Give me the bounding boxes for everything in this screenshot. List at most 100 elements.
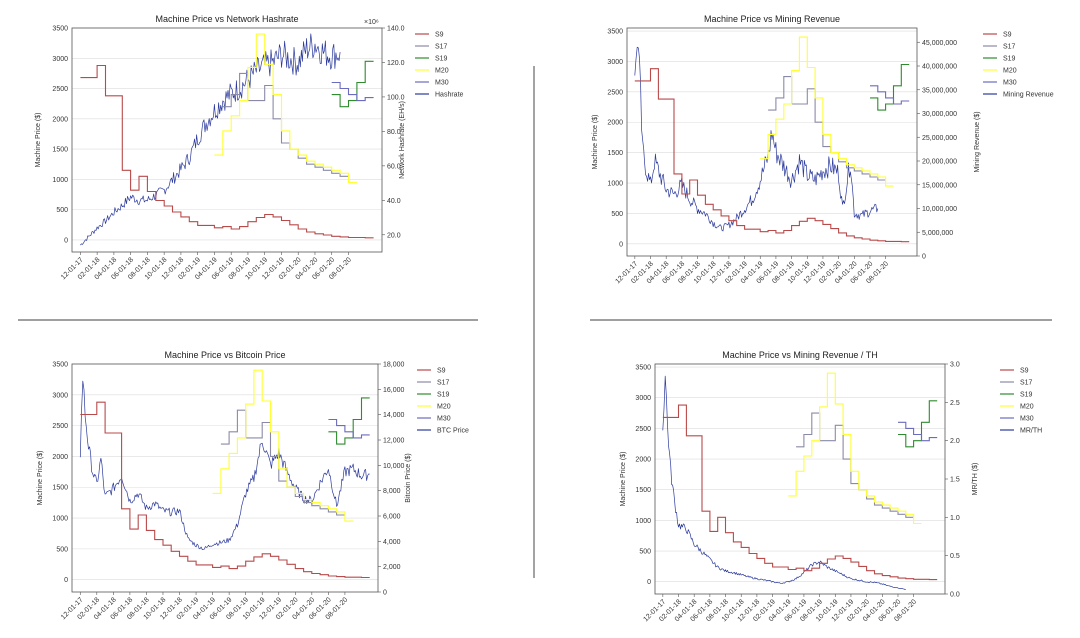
y2-tick-label: 0.5	[950, 553, 960, 560]
y2-tick-label: 60.0	[387, 163, 401, 170]
series-line-m20	[760, 36, 894, 187]
y2-tick-label: 30,000,000	[922, 111, 957, 118]
y-tick-label: 500	[56, 207, 68, 214]
x-ticks: 12-01-1702-01-1804-01-1806-01-1808-01-18…	[614, 256, 890, 285]
y-tick-label: 3500	[607, 29, 623, 36]
y2-tick-label: 4,000	[383, 539, 401, 546]
secondary-series	[634, 46, 879, 232]
y-tick-label: 2000	[635, 457, 651, 464]
legend-label: S9	[1003, 32, 1012, 39]
y-tick-label: 1000	[635, 518, 651, 525]
y2-tick-label: 14,000	[383, 412, 405, 419]
y-tick-label: 1500	[607, 150, 623, 157]
grid	[627, 30, 917, 245]
y-tick-label: 2500	[52, 423, 68, 430]
y-tick-label: 2000	[52, 116, 68, 123]
y2-tick-label: 16,000	[383, 387, 405, 394]
y2-ticks: 0.0 0.5 1.0 1.5 2.0 2.5 3.0	[945, 362, 960, 599]
y2-tick-label: 40,000,000	[922, 64, 957, 71]
y2-tick-label: 80.0	[387, 129, 401, 136]
legend: S9 S17 S19 M20 M30 Mining Revenue	[983, 32, 1054, 99]
grid	[655, 366, 945, 583]
legend-label: M20	[437, 404, 451, 411]
legend-label: M30	[435, 80, 449, 87]
y-tick-label: 0	[647, 579, 651, 586]
y2-tick-label: 3.0	[950, 362, 960, 369]
y-tick-label: 3500	[52, 362, 68, 369]
y-tick-label: 0	[64, 577, 68, 584]
series-line-m20	[212, 369, 354, 522]
y-tick-label: 2500	[52, 86, 68, 93]
legend-label: M30	[1020, 416, 1034, 423]
y-tick-label: 1500	[635, 487, 651, 494]
secondary-series	[662, 375, 906, 590]
series-line-s9	[662, 404, 938, 581]
y2-axis-label: Mining Revenue ($)	[974, 111, 981, 172]
y2-tick-label: 10,000	[383, 463, 405, 470]
y-ticks: 0 500 1000 1500 2000 2500 3000 3500	[635, 365, 651, 587]
legend-label: M20	[1020, 404, 1034, 411]
series-line-s19	[898, 400, 938, 448]
series-line-mr-th	[662, 375, 906, 590]
y2-tick-label: 35,000,000	[922, 87, 957, 94]
series-line-m20	[214, 33, 357, 183]
series-line-m30	[331, 81, 374, 102]
y-tick-label: 3000	[635, 395, 651, 402]
x-ticks: 12-01-1702-01-1804-01-1806-01-1808-01-18…	[642, 594, 918, 623]
y-tick-label: 1500	[52, 147, 68, 154]
legend-label: S17	[437, 380, 450, 387]
panel-hashrate: Machine Price vs Network Hashrate 0 500 10…	[35, 14, 464, 281]
plot-frame	[71, 27, 383, 253]
y2-tick-label: 15,000,000	[922, 182, 957, 189]
y2-tick-label: 6,000	[383, 514, 401, 521]
legend-label: S9	[437, 368, 446, 375]
y-tick-label: 3000	[52, 56, 68, 63]
legend-label: M30	[437, 416, 451, 423]
grid	[72, 27, 382, 241]
y2-tick-label: 0	[922, 254, 926, 261]
panel-mining-revenue: Machine Price vs Mining Revenue 0 500 1000…	[592, 14, 1054, 285]
y2-ticks: 20.0 40.0 60.0 80.0 100.0 120.0 140.0	[382, 26, 405, 239]
series-line-s9	[80, 64, 374, 239]
legend-label: S17	[435, 44, 448, 51]
y2-tick-label: 45,000,000	[922, 40, 957, 47]
y2-tick-label: 140.0	[387, 26, 405, 33]
y2-tick-label: 18,000	[383, 362, 405, 369]
x-ticks: 12-01-1702-01-1804-01-1806-01-1808-01-18…	[60, 592, 349, 621]
y2-tick-label: 0	[383, 590, 387, 597]
y-ticks: 0 500 1000 1500 2000 2500 3000 3500	[52, 362, 68, 585]
y-tick-label: 0	[64, 237, 68, 244]
panel-mr-per-th: Machine Price vs Mining Revenue / TH 0 50…	[620, 350, 1042, 623]
y-tick-label: 500	[56, 546, 68, 553]
y2-tick-label: 2,000	[383, 564, 401, 571]
y2-tick-label: 25,000,000	[922, 135, 957, 142]
series-line-s9	[80, 401, 370, 579]
series-line-s9	[634, 68, 910, 243]
chart-title: Machine Price vs Mining Revenue	[704, 14, 840, 24]
y-tick-label: 1500	[52, 485, 68, 492]
y2-tick-label: 40.0	[387, 198, 401, 205]
machine-series	[662, 372, 938, 581]
x-ticks: 12-01-1702-01-1804-01-1806-01-1808-01-18…	[60, 252, 353, 281]
legend: S9 S17 S19 M20 M30 MR/TH	[1000, 368, 1042, 435]
series-line-m30	[328, 418, 370, 439]
y-axis-label: Machine Price ($)	[35, 113, 42, 168]
series-line-s19	[331, 60, 374, 108]
y-tick-label: 2000	[52, 454, 68, 461]
secondary-series	[80, 33, 341, 246]
y-axis-label: Machine Price ($)	[620, 452, 627, 507]
series-line-s19	[328, 397, 370, 445]
y-tick-label: 2500	[635, 426, 651, 433]
y-tick-label: 2500	[607, 89, 623, 96]
plot-frame	[71, 363, 379, 593]
legend-label: S9	[1020, 368, 1029, 375]
y2-tick-label: 2.5	[950, 400, 960, 407]
y2-tick-label: 20.0	[387, 232, 401, 239]
y2-tick-label: 12,000	[383, 438, 405, 445]
legend-label: S9	[435, 32, 444, 39]
y-tick-label: 3000	[52, 392, 68, 399]
y2-tick-label: 1.5	[950, 477, 960, 484]
plot-frame	[654, 363, 946, 595]
chart-title: Machine Price vs Network Hashrate	[155, 14, 298, 24]
chart-title: Machine Price vs Bitcoin Price	[164, 350, 285, 360]
